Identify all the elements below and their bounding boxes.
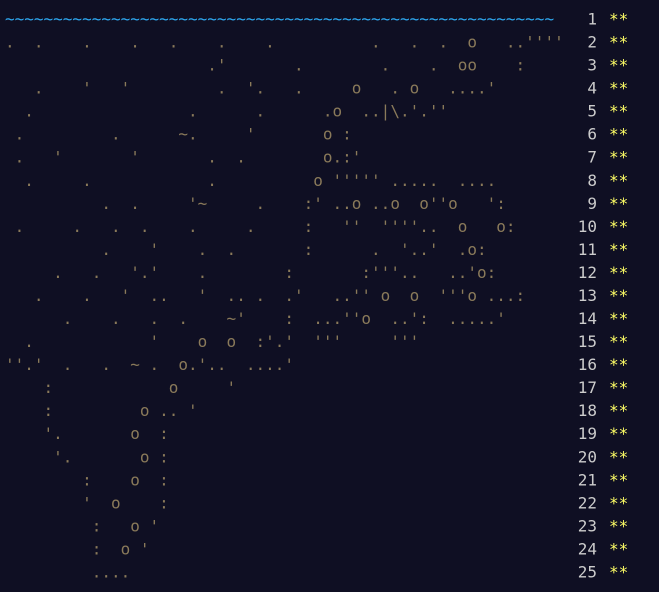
day-stars: **: [609, 447, 628, 466]
day-number[interactable]: 15: [578, 332, 597, 351]
ascii-art: . . . . . . . . . . o ..'''': [5, 33, 564, 52]
day-number[interactable]: 11: [578, 240, 597, 259]
day-number[interactable]: 7: [587, 148, 597, 167]
ascii-art: : o ': [5, 539, 554, 558]
day-number[interactable]: 12: [578, 263, 597, 282]
day-stars: **: [609, 378, 628, 397]
day-stars: **: [609, 424, 628, 443]
day-stars: **: [609, 171, 628, 190]
ascii-art: . ' ' . . o.:': [5, 148, 554, 167]
day-number[interactable]: 10: [578, 217, 597, 236]
ascii-art: . . ' .. ' .. . .' ..'' o o '''o ...:: [5, 286, 554, 305]
day-stars: **: [609, 10, 628, 29]
ascii-art: : o .. ': [5, 401, 554, 420]
day-stars: **: [609, 401, 628, 420]
day-stars: **: [609, 516, 628, 535]
day-number[interactable]: 14: [578, 309, 597, 328]
day-number[interactable]: 18: [578, 401, 597, 420]
day-number[interactable]: 2: [587, 33, 597, 52]
day-number[interactable]: 8: [587, 171, 597, 190]
ascii-art: ''.' . . ~ . o.'.. ....': [5, 355, 554, 374]
ascii-art: ' o :: [5, 493, 554, 512]
day-number[interactable]: 20: [578, 447, 597, 466]
day-stars: **: [609, 33, 628, 52]
day-stars: **: [609, 102, 628, 121]
ascii-art: . ' ' . '. . o . o ....': [5, 79, 554, 98]
ascii-art: .' . . . oo :: [5, 56, 564, 75]
ascii-art: . . ~. ' o :: [5, 125, 554, 144]
day-stars: **: [609, 79, 628, 98]
ascii-art: '. o :: [5, 424, 554, 443]
day-stars: **: [609, 240, 628, 259]
ascii-art: . ' . . : . '..' .o:: [5, 240, 554, 259]
ascii-art: : o ': [5, 516, 554, 535]
ascii-art: . . '~ . :' ..o ..o o''o ':: [5, 194, 554, 213]
ascii-art: : o :: [5, 470, 554, 489]
day-stars: **: [609, 125, 628, 144]
day-number[interactable]: 13: [578, 286, 597, 305]
day-stars: **: [609, 194, 628, 213]
ascii-art: . . . . ~' : ...''o ..': .....': [5, 309, 554, 328]
day-stars: **: [609, 309, 628, 328]
day-stars: **: [609, 263, 628, 282]
day-stars: **: [609, 470, 628, 489]
day-number[interactable]: 22: [578, 493, 597, 512]
day-stars: **: [609, 539, 628, 558]
day-number[interactable]: 25: [578, 562, 597, 581]
day-stars: **: [609, 148, 628, 167]
day-number[interactable]: 3: [587, 56, 597, 75]
ascii-art: . . . .o ..|\.'.'': [5, 102, 544, 121]
ascii-art: '. o :: [5, 447, 554, 466]
day-number[interactable]: 23: [578, 516, 597, 535]
day-number[interactable]: 5: [587, 102, 597, 121]
ascii-art: . . '.' . : :'''.. ..'o:: [5, 263, 554, 282]
day-stars: **: [609, 286, 628, 305]
day-stars: **: [609, 332, 628, 351]
day-number[interactable]: 9: [587, 194, 597, 213]
ascii-art: ....: [5, 562, 554, 581]
day-number[interactable]: 24: [578, 539, 597, 558]
day-number[interactable]: 6: [587, 125, 597, 144]
day-stars: **: [609, 56, 628, 75]
ascii-art: . . . . . . : '' ''''.. o o:: [5, 217, 554, 236]
day-stars: **: [609, 493, 628, 512]
day-number[interactable]: 1: [587, 10, 597, 29]
day-number[interactable]: 21: [578, 470, 597, 489]
day-number[interactable]: 17: [578, 378, 597, 397]
day-number[interactable]: 4: [587, 79, 597, 98]
ascii-art: . ' o o :'.' ''' ''': [5, 332, 554, 351]
day-stars: **: [609, 355, 628, 374]
day-stars: **: [609, 562, 628, 581]
day-number[interactable]: 19: [578, 424, 597, 443]
day-number[interactable]: 16: [578, 355, 597, 374]
day-stars: **: [609, 217, 628, 236]
ascii-art: : o ': [5, 378, 554, 397]
ascii-art: ~~~~~~~~~~~~~~~~~~~~~~~~~~~~~~~~~~~~~~~~…: [5, 10, 554, 29]
ascii-art: . . . o ''''' ..... ....: [5, 171, 554, 190]
